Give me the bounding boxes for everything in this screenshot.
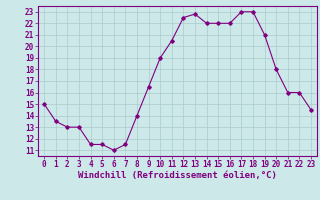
X-axis label: Windchill (Refroidissement éolien,°C): Windchill (Refroidissement éolien,°C) (78, 171, 277, 180)
